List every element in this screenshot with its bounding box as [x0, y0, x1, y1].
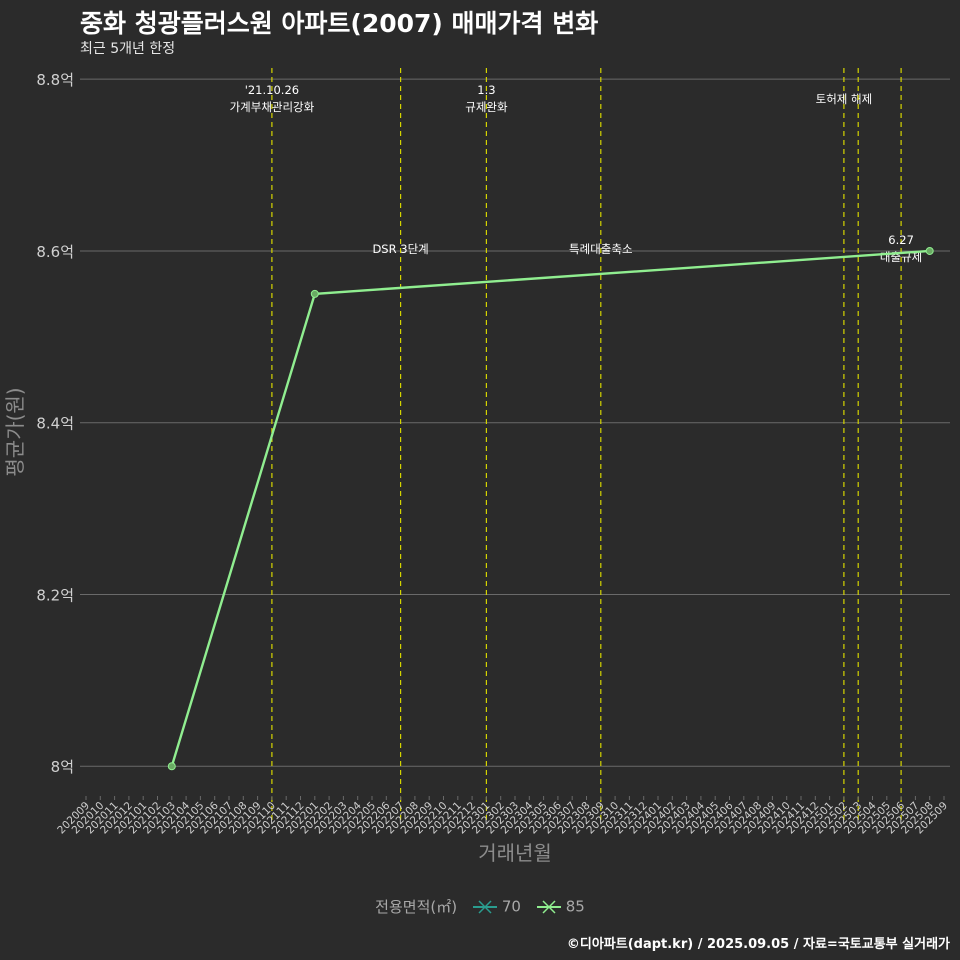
y-axis-title: 평균가(원): [3, 387, 27, 476]
caption: ©디아파트(dapt.kr) / 2025.09.05 / 자료=국토교통부 실…: [566, 937, 950, 952]
y-tick-label: 8.2억: [36, 586, 74, 604]
legend: 전용면적(㎡) 70 85: [0, 896, 960, 917]
event-annotation: '21.10.26: [245, 83, 299, 97]
event-annotation: 가계부채관리강화: [230, 100, 315, 114]
y-tick-label: 8.6억: [36, 243, 74, 261]
legend-item-70: 70: [472, 897, 521, 916]
data-point: [925, 246, 934, 255]
legend-item-85: 85: [536, 897, 585, 916]
x-axis-tick-labels: 2020092020102020112020122021012021022021…: [55, 796, 950, 836]
data-point: [310, 289, 319, 298]
legend-key-85: [536, 900, 561, 914]
x-axis-title: 거래년월: [478, 841, 552, 865]
series-layer: [167, 246, 934, 771]
chart-subtitle: 최근 5개년 한정: [80, 41, 176, 57]
y-tick-label: 8억: [51, 758, 74, 776]
series-line-85: [170, 249, 930, 767]
event-annotation: 규제완화: [465, 100, 508, 114]
y-tick-label: 8.4억: [36, 415, 74, 433]
chart-title: 중화 청광플러스원 아파트(2007) 매매가격 변화: [80, 9, 599, 38]
event-annotation: 6.27: [888, 233, 914, 247]
grid-layer: [80, 78, 950, 767]
event-annotation: 토허제 해제: [816, 92, 873, 106]
legend-label-85: 85: [565, 897, 585, 916]
y-tick-label: 8.8억: [36, 71, 74, 89]
data-point: [167, 762, 176, 771]
legend-title: 전용면적(㎡): [375, 898, 458, 916]
y-axis-tick-labels: 8억 8.2억 8.4억 8.6억 8.8억: [36, 71, 74, 776]
legend-label-70: 70: [501, 897, 521, 916]
event-annotation: 1.3: [477, 83, 495, 97]
event-annotation: DSR 3단계: [372, 242, 428, 256]
event-annotation: 특례대출축소: [569, 242, 632, 256]
legend-key-70: [472, 900, 497, 914]
